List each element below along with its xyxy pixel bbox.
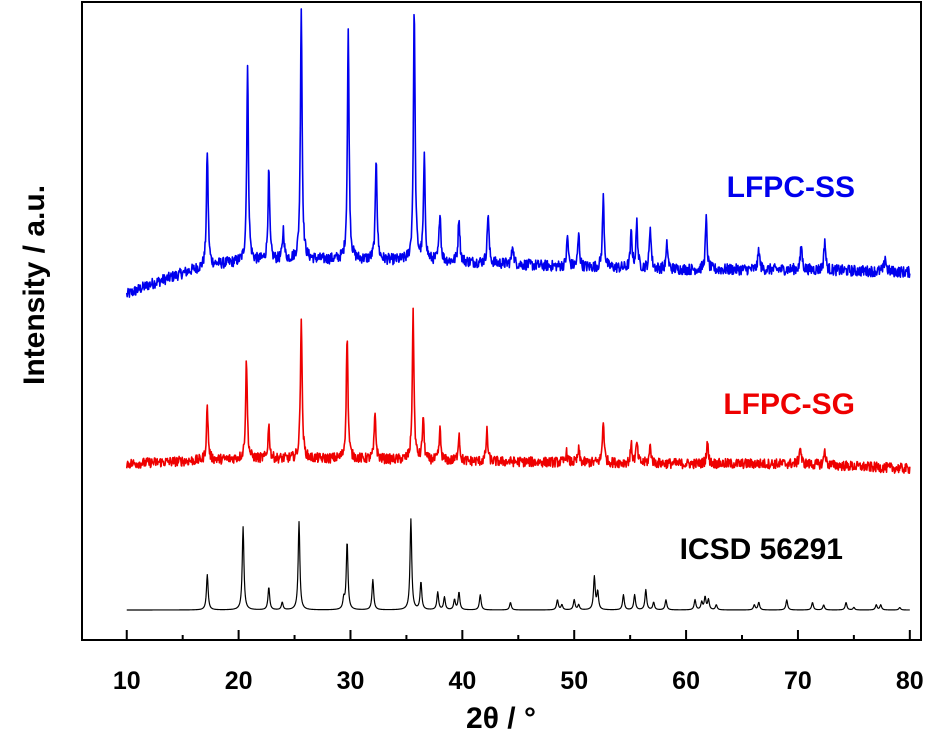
x-tick-label: 30	[337, 667, 365, 695]
x-ticks	[125, 630, 911, 640]
x-tick-label: 40	[448, 667, 476, 695]
x-tick-labels: 10 20 30 40 50 60 70 80	[113, 667, 924, 695]
x-axis-label: 2θ / °	[466, 702, 536, 735]
trace-lfpc-sg	[125, 307, 911, 474]
series-label: ICSD 56291	[680, 533, 843, 566]
series-label: LFPC-SS	[727, 171, 855, 204]
x-tick-label: 80	[896, 667, 924, 695]
y-axis-label: Intensity / a.u.	[18, 185, 51, 385]
trace-lfpc-ss	[125, 8, 911, 298]
x-tick-label: 50	[560, 667, 588, 695]
plot-frame	[81, 1, 922, 641]
traces	[125, 8, 911, 611]
x-tick-label: 60	[672, 667, 700, 695]
series-label: LFPC-SG	[723, 388, 855, 421]
x-tick-label: 70	[784, 667, 812, 695]
trace-icsd-56291	[126, 518, 910, 611]
x-tick-label: 10	[113, 667, 141, 695]
x-tick-label: 20	[225, 667, 253, 695]
series-labels: LFPC-SS LFPC-SG ICSD 56291	[680, 171, 855, 566]
